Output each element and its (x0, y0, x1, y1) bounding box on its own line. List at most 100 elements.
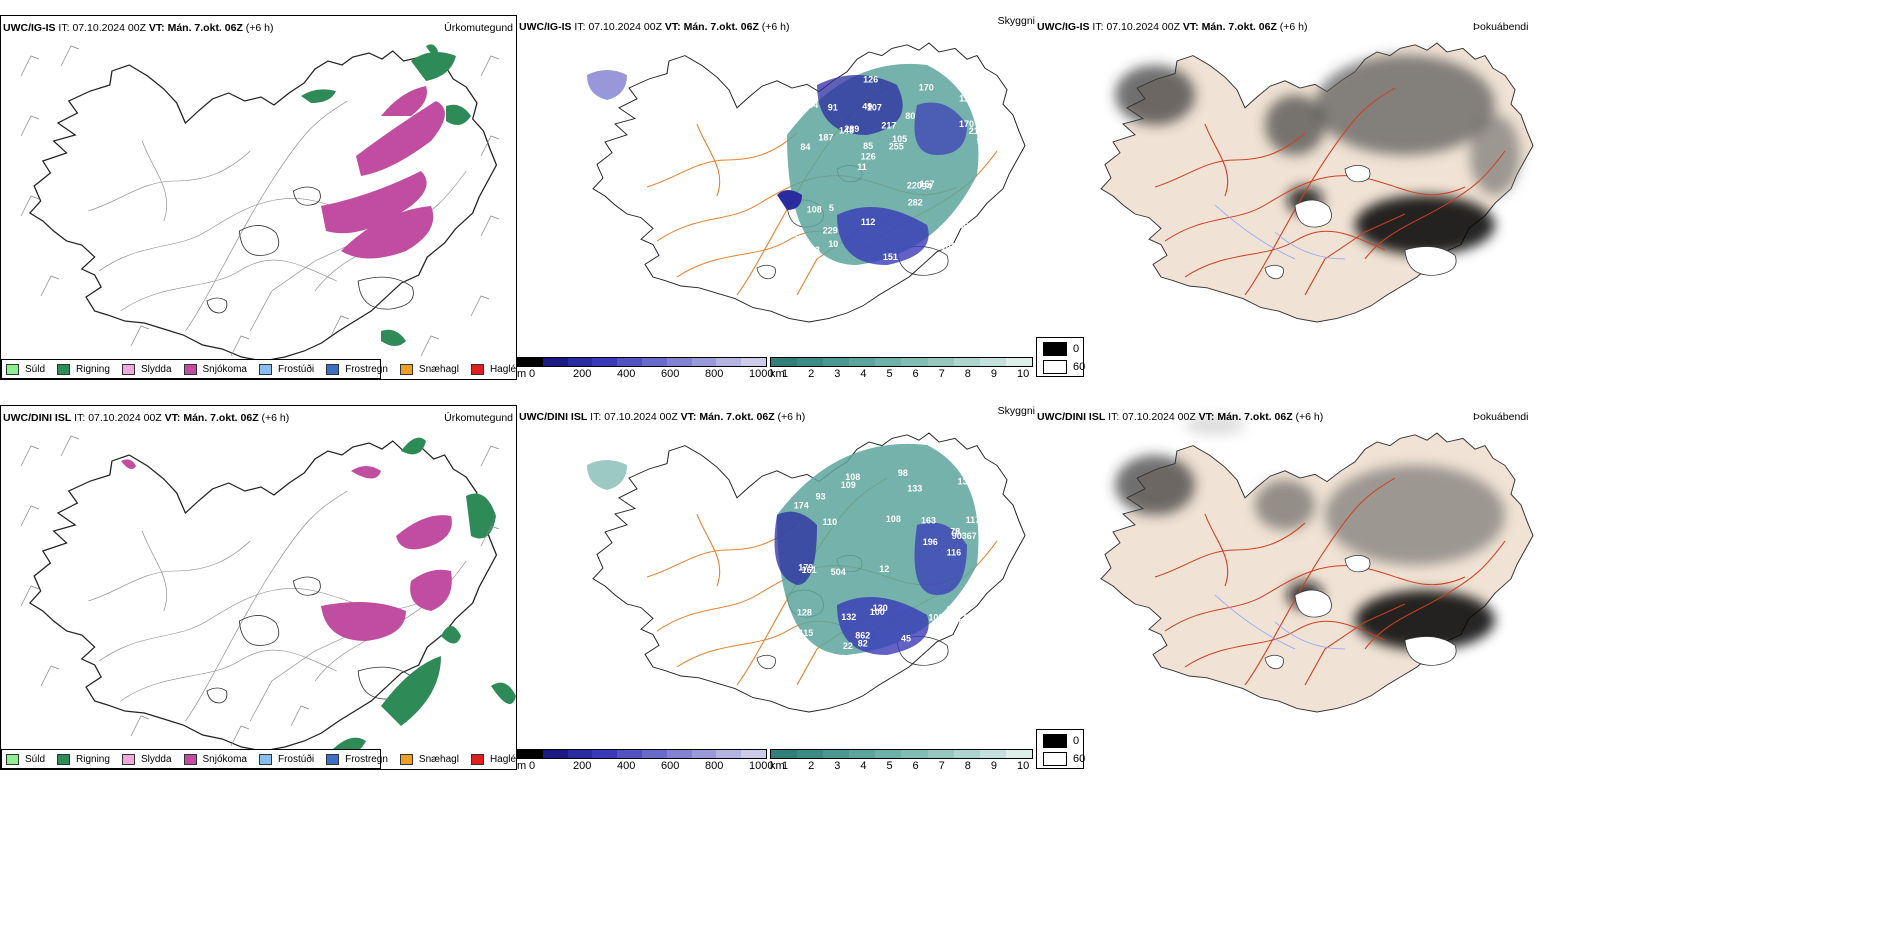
colorbar-cell (592, 358, 618, 366)
visibility-value-label: 163 (921, 516, 936, 526)
colorbar-cell (771, 358, 798, 366)
fog-shading (1115, 415, 1505, 650)
visibility-value-label: 93 (816, 492, 826, 502)
colorbar-unit: km (770, 760, 785, 772)
visibility-labels: 8784112118023492171082392122910710594164… (793, 75, 987, 263)
colorbar-cell (666, 358, 692, 366)
colorbar-cell (617, 750, 642, 758)
visibility-value-label: 102 (928, 612, 943, 622)
legend-item: Snæhagl (399, 753, 459, 765)
visibility-value-label: 167 (920, 179, 935, 189)
colorbar-tick: 8 (964, 368, 971, 380)
colorbar-tick: 4 (860, 368, 867, 380)
colorbar-cell (518, 750, 543, 758)
colorbar-cell (617, 358, 642, 366)
colorbar-cell (797, 750, 824, 758)
colorbar-tick: 4 (860, 760, 867, 772)
visibility-value-label: 19 (795, 246, 805, 256)
legend-swatch (258, 363, 272, 375)
colorbar-cell (953, 358, 980, 366)
visibility-value-label: 94 (922, 182, 932, 192)
visibility-value-label: 21 (793, 234, 803, 244)
field-name: Þokuábendi (1473, 21, 1529, 33)
colorbar-cell (542, 358, 568, 366)
visibility-value-label: 22 (843, 641, 853, 651)
visibility-value-label: 170 (919, 83, 934, 93)
vt-label: VT: (680, 411, 697, 423)
visibility-value-label: 126 (863, 75, 878, 85)
model-name: UWC/IG-IS (1037, 21, 1090, 33)
visibility-value-label: 170 (959, 119, 974, 129)
offset: (+6 h) (245, 22, 274, 34)
offset: (+6 h) (261, 412, 290, 424)
panel-title: UWC/DINI ISL IT: 07.10.2024 00Z VT: Mán.… (1037, 411, 1323, 423)
legend-label: Slydda (140, 363, 172, 375)
it-value: 07.10.2024 00Z (1122, 411, 1196, 423)
colorbar-tick: 0 (529, 368, 536, 380)
colorbar-tick: 5 (886, 368, 893, 380)
precip-map (20, 435, 516, 755)
visibility-value-label: 148 (839, 125, 854, 135)
fog-legend-row: 0 (1043, 342, 1079, 356)
legend-swatch (470, 363, 484, 375)
colorbar-tick: 10 (1017, 368, 1030, 380)
model-name: UWC/IG-IS (3, 22, 56, 34)
fog-legend-swatch (1043, 752, 1067, 766)
visibility-colorbar: km 1 2 3 4 5 6 7 8 9 10 (770, 357, 1033, 381)
low-vis-areas (587, 443, 979, 655)
fog-legend-swatch (1043, 734, 1067, 748)
visibility-value-label: 210 (969, 126, 984, 136)
fog-map (1100, 42, 1534, 323)
visibility-value-label: 82 (958, 617, 968, 627)
it-value: 07.10.2024 00Z (604, 411, 678, 423)
colorbar-tick: 400 (617, 368, 636, 380)
legend-label: Snjókoma (202, 753, 247, 765)
legend-item: Frostregn (326, 363, 388, 375)
colorbar-cell (741, 750, 766, 758)
visibility-value-label: 82 (858, 638, 868, 648)
colorbar-cell (716, 358, 742, 366)
colorbar-cell (1005, 358, 1032, 366)
colorbar-cell (666, 750, 692, 758)
vt-label: VT: (1182, 21, 1199, 33)
field-name: Skyggni (997, 405, 1035, 417)
colorbar-tick: 200 (573, 368, 592, 380)
fog-legend-value: 0 (1073, 735, 1080, 747)
colorbar-cell (641, 750, 667, 758)
visibility-value-label: 126 (861, 152, 876, 162)
panel-title: UWC/IG-IS IT: 07.10.2024 00Z VT: Mán. 7.… (519, 21, 790, 33)
colorbar-tick: 6 (912, 368, 919, 380)
vt-value: Mán. 7.okt. 06Z (1201, 21, 1277, 33)
visibility-labels: 233 117 118 108 115 108 78 132 133 110 67 174 116 82 1… (794, 468, 987, 651)
visibility-value-label: 112 (959, 93, 974, 103)
ceiling-colorbar: m 0 200 400 600 800 1000 (517, 357, 773, 381)
colorbar-cell (823, 358, 850, 366)
colorbar-tick: 10 (1017, 760, 1030, 772)
legend-swatch (326, 753, 340, 765)
legend-swatch (399, 363, 413, 375)
fog-legend-swatch (1043, 360, 1067, 374)
legend-label: Súld (25, 753, 46, 765)
colorbar-tick: 2 (808, 368, 815, 380)
visibility-value-label: 164 (803, 100, 818, 110)
visibility-value-label: 100 (870, 607, 885, 617)
colorbar-tick: 600 (661, 760, 680, 772)
colorbar-tick: 7 (938, 760, 945, 772)
colorbar-unit: m (517, 760, 527, 772)
colorbar-tick: 9 (990, 760, 997, 772)
visibility-value-label: 146 (954, 221, 969, 231)
colorbar-cell (691, 750, 717, 758)
rain-areas (301, 44, 471, 346)
colorbar-tick: 7 (938, 368, 945, 380)
fog-legend-value: 60 (1073, 753, 1086, 765)
colorbar-tick: 8 (964, 760, 971, 772)
legend-label: Snæhagl (418, 753, 459, 765)
visibility-value-label: 161 (802, 565, 817, 575)
visibility-value-label: 117 (966, 515, 981, 525)
visibility-value-label: 229 (823, 226, 838, 236)
colorbar-cell (567, 358, 593, 366)
colorbar-cell (592, 750, 618, 758)
legend-label: Snjókoma (202, 363, 247, 375)
it-label: IT: (590, 411, 602, 423)
it-value: 07.10.2024 00Z (588, 21, 662, 33)
